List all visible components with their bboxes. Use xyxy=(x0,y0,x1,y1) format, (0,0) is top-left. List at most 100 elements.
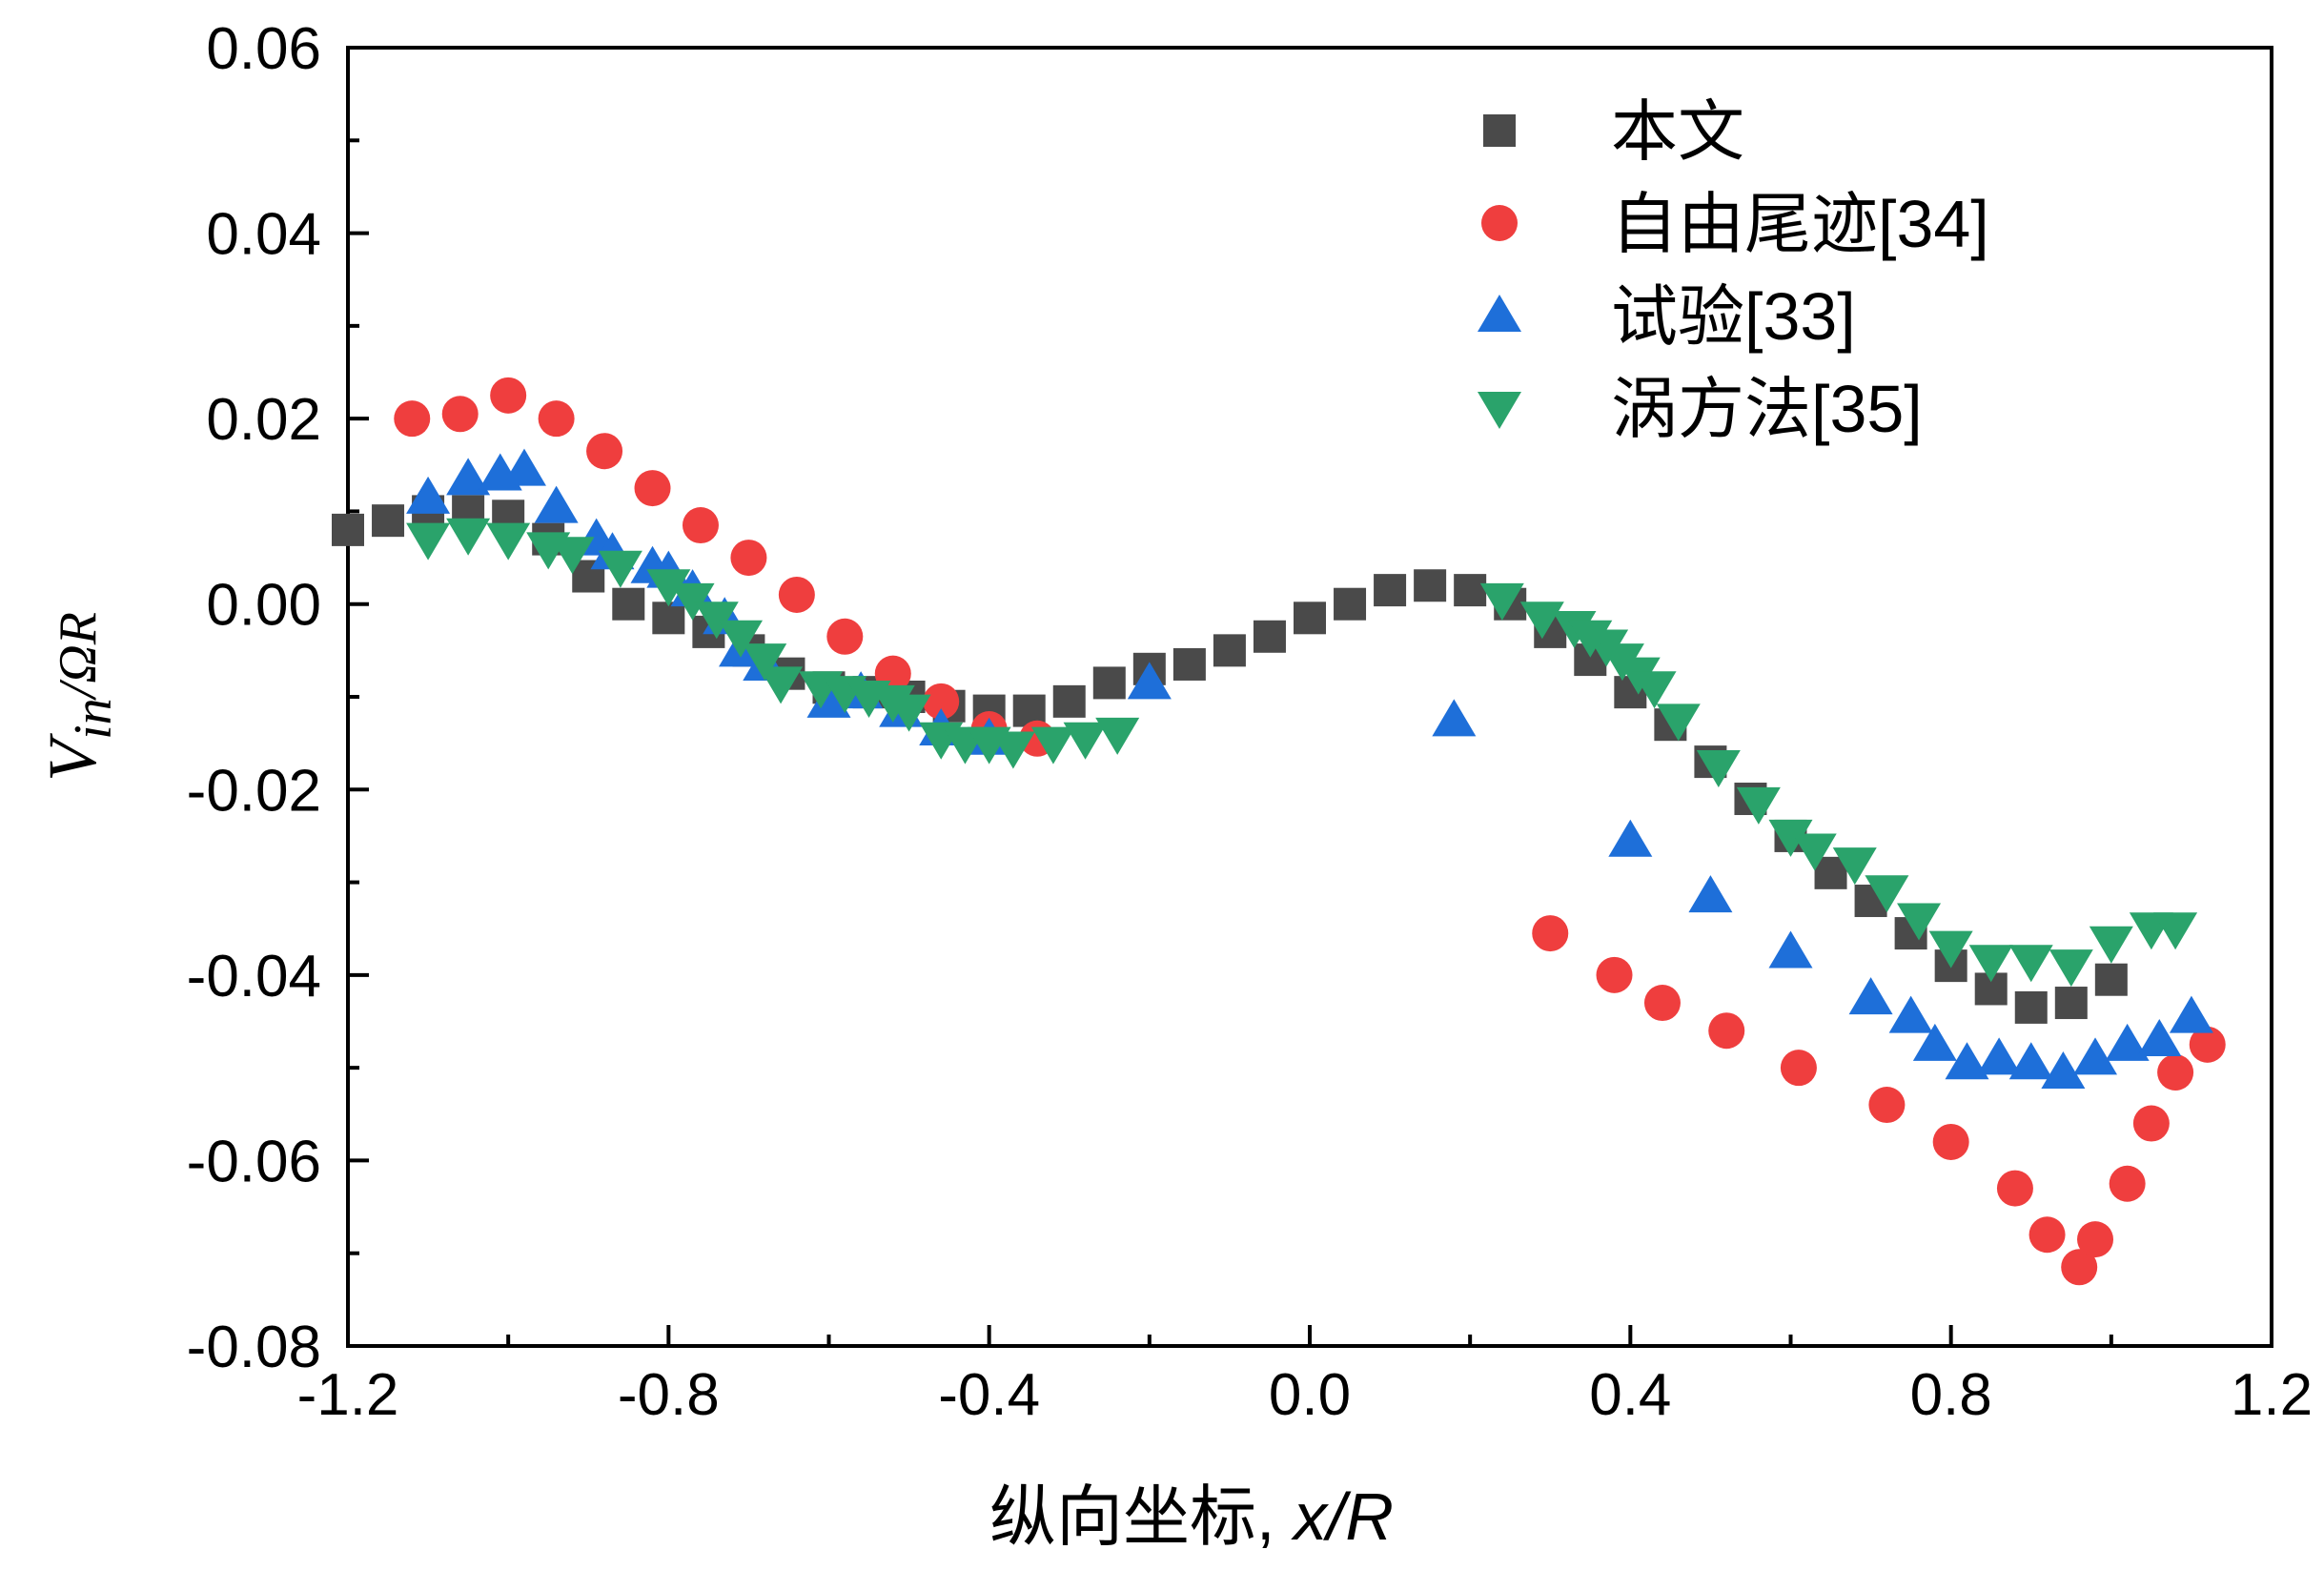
data-point-circle xyxy=(586,433,623,470)
x-tick-label: 1.2 xyxy=(2231,1362,2313,1428)
data-point-triangle-up xyxy=(2105,1023,2150,1061)
legend-marker-circle xyxy=(1481,205,1518,241)
data-point-square xyxy=(1172,647,1206,681)
data-point-triangle-down xyxy=(1632,671,1677,709)
data-point-circle xyxy=(490,377,527,414)
data-point-triangle-up xyxy=(2041,1051,2086,1090)
data-point-circle xyxy=(2157,1054,2194,1091)
data-point-circle xyxy=(826,618,864,655)
data-point-triangle-down xyxy=(550,537,595,575)
legend-label: 涡方法[35] xyxy=(1611,372,1923,446)
data-point-triangle-down xyxy=(1696,749,1741,787)
data-point-triangle-up xyxy=(2008,1042,2053,1080)
data-point-square xyxy=(1052,684,1086,718)
data-point-circle xyxy=(1996,1170,2033,1207)
data-point-triangle-down xyxy=(887,694,931,732)
data-point-circle xyxy=(1532,915,1569,952)
data-point-triangle-down xyxy=(1792,833,1837,871)
data-point-square xyxy=(2054,987,2088,1020)
data-point-triangle-up xyxy=(1432,699,1477,737)
data-point-circle xyxy=(2061,1249,2098,1286)
data-point-triangle-down xyxy=(1736,786,1781,825)
data-point-triangle-down xyxy=(743,643,787,682)
data-point-square xyxy=(1213,634,1246,667)
data-point-triangle-down xyxy=(719,620,764,658)
x-axis-ticks: -1.2 -0.8 -0.4 0.0 0.4 0.8 1.2 xyxy=(297,1325,2313,1428)
data-point-circle xyxy=(1596,956,1633,993)
y-tick-label: -0.08 xyxy=(187,1315,321,1380)
data-point-square xyxy=(1253,620,1286,653)
data-point-square xyxy=(1454,574,1487,607)
data-point-triangle-up xyxy=(446,458,491,496)
series-square xyxy=(332,495,2128,1024)
data-point-circle xyxy=(441,396,479,433)
data-point-triangle-up xyxy=(2169,995,2213,1033)
data-point-triangle-up xyxy=(2073,1037,2118,1075)
data-point-circle xyxy=(778,576,815,613)
x-tick-label: -1.2 xyxy=(297,1362,399,1428)
y-axis-title: Vin/ΩR xyxy=(34,612,123,782)
x-axis-title-variable: x/R xyxy=(1291,1479,1394,1554)
data-point-square xyxy=(1092,666,1126,700)
legend-item: 试验[33] xyxy=(1478,279,1856,354)
data-point-circle xyxy=(2189,1026,2226,1063)
y-tick-label: 0.06 xyxy=(206,16,321,82)
y-tick-label: -0.02 xyxy=(187,758,321,824)
data-point-triangle-up xyxy=(1608,819,1653,857)
data-point-triangle-up xyxy=(1688,875,1733,913)
data-point-square xyxy=(372,504,405,538)
data-point-square xyxy=(652,601,685,635)
legend-marker-square xyxy=(1483,114,1516,147)
data-point-circle xyxy=(2132,1105,2170,1142)
data-point-triangle-up xyxy=(406,476,451,514)
series-layer xyxy=(332,377,2226,1286)
data-point-circle xyxy=(634,470,671,507)
data-point-triangle-down xyxy=(990,731,1035,769)
data-point-triangle-down xyxy=(1865,875,1909,913)
data-point-triangle-up xyxy=(534,485,579,523)
y-tick-label: 0.04 xyxy=(206,202,321,268)
data-point-triangle-down xyxy=(1656,703,1701,742)
legend-item: 本文 xyxy=(1483,94,1744,169)
data-point-circle xyxy=(1780,1050,1817,1087)
data-point-square xyxy=(1334,587,1367,621)
legend-label: 本文 xyxy=(1611,94,1744,169)
data-point-triangle-down xyxy=(2049,949,2093,988)
data-point-triangle-down xyxy=(1479,582,1524,621)
data-point-triangle-down xyxy=(1897,903,1942,941)
x-axis-title-prefix: 纵向坐标, xyxy=(989,1479,1294,1554)
y-axis-ticks: 0.06 0.04 0.02 0.00 -0.02 -0.04 -0.06 -0.08 xyxy=(187,16,369,1380)
data-point-square xyxy=(332,513,364,546)
data-point-triangle-down xyxy=(694,601,739,640)
data-point-triangle-down xyxy=(1095,717,1140,755)
x-tick-label: 0.0 xyxy=(1269,1362,1351,1428)
data-point-triangle-down xyxy=(446,518,491,556)
data-point-circle xyxy=(394,400,431,438)
data-point-circle xyxy=(682,507,719,544)
y-axis-title-tail: /ΩR xyxy=(49,612,108,701)
data-point-circle xyxy=(2077,1221,2114,1258)
data-point-triangle-up xyxy=(1977,1037,2022,1075)
data-point-square xyxy=(2094,963,2128,996)
data-point-triangle-up xyxy=(1888,995,1933,1033)
data-point-square xyxy=(1374,574,1407,607)
legend-marker-triangle-down xyxy=(1478,392,1521,429)
data-point-square xyxy=(2014,990,2048,1024)
data-point-triangle-down xyxy=(486,522,531,561)
legend-item: 涡方法[35] xyxy=(1478,372,1923,446)
data-point-circle xyxy=(1932,1123,1969,1160)
data-point-circle xyxy=(2109,1165,2146,1202)
data-point-circle xyxy=(923,683,960,720)
data-point-triangle-down xyxy=(598,550,642,588)
data-point-triangle-down xyxy=(646,569,691,607)
x-tick-label: -0.4 xyxy=(938,1362,1040,1428)
data-point-circle xyxy=(1708,1012,1745,1050)
data-point-circle xyxy=(2028,1216,2066,1254)
data-point-triangle-down xyxy=(1968,945,2013,983)
data-point-triangle-down xyxy=(1030,726,1075,765)
data-point-triangle-down xyxy=(1832,847,1877,886)
data-point-triangle-down xyxy=(759,666,804,704)
data-point-triangle-down xyxy=(1063,722,1108,760)
